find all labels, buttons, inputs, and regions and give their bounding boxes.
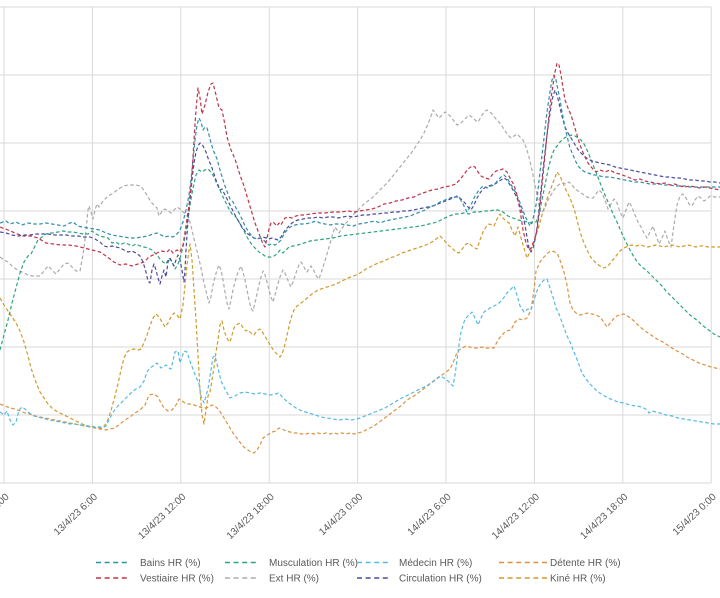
- svg-text:Vestiaire HR (%): Vestiaire HR (%): [140, 574, 214, 585]
- svg-text:Médecin HR (%): Médecin HR (%): [399, 558, 472, 569]
- svg-text:Circulation HR (%): Circulation HR (%): [399, 574, 482, 585]
- svg-text:Ext HR (%): Ext HR (%): [269, 574, 319, 585]
- svg-text:Musculation HR (%): Musculation HR (%): [269, 558, 358, 569]
- svg-text:Bains HR (%): Bains HR (%): [140, 558, 201, 569]
- svg-text:Kiné HR (%): Kiné HR (%): [550, 574, 606, 585]
- svg-text:Détente HR (%): Détente HR (%): [550, 558, 621, 569]
